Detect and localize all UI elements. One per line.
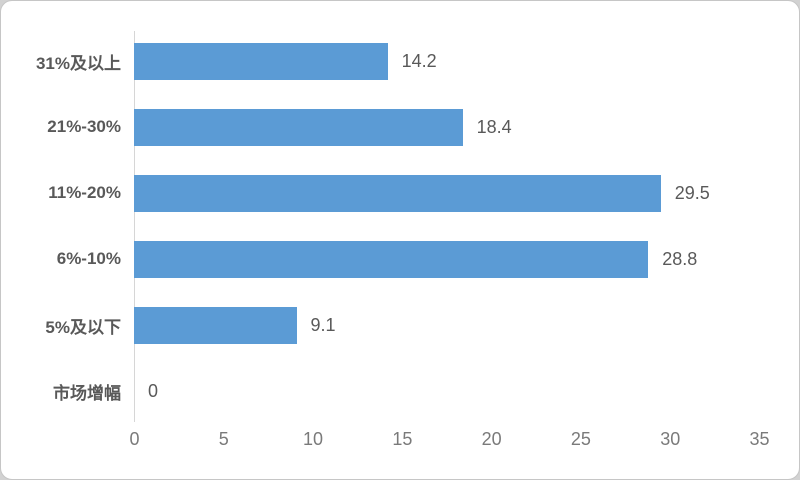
x-tick-label: 20 (481, 429, 502, 449)
value-label: 9.1 (310, 314, 336, 335)
x-tick-label: 0 (129, 429, 140, 449)
x-axis: 0 5 10 15 20 25 30 35 (1, 429, 799, 459)
x-tick-label: 15 (392, 429, 413, 449)
bar-track: 18.4 (134, 94, 799, 160)
x-tick-label: 35 (749, 429, 770, 449)
value-label: 18.4 (476, 116, 512, 137)
chart-row: 6%-10% 28.8 (1, 226, 799, 292)
category-label: 6%-10% (56, 249, 121, 268)
category-label: 31%及以上 (35, 53, 121, 73)
x-tick-label: 5 (218, 429, 229, 449)
bar (134, 42, 388, 80)
chart-row: 5%及以下 9.1 (1, 292, 799, 358)
bar-track: 14.2 (134, 28, 799, 94)
x-tick-label: 30 (660, 429, 681, 449)
bar-track: 28.8 (134, 226, 799, 292)
chart-row: 11%-20% 29.5 (1, 160, 799, 226)
bar (134, 174, 661, 212)
bar-track: 9.1 (134, 292, 799, 358)
bar (134, 240, 649, 278)
x-tick-label: 10 (303, 429, 324, 449)
category-label: 11%-20% (48, 183, 121, 202)
value-label: 28.8 (662, 248, 698, 269)
category-label: 5%及以下 (45, 317, 121, 337)
bar-track: 29.5 (134, 160, 799, 226)
value-label: 14.2 (401, 50, 437, 71)
value-label: 0 (148, 380, 159, 401)
bar (134, 108, 463, 146)
chart-row: 市场增幅 0 (1, 358, 799, 424)
chart-rows: 31%及以上 14.2 21%-30% 18.4 11%-20% 29.5 6%-10% 28… (1, 28, 799, 424)
chart-row: 31%及以上 14.2 (1, 28, 799, 94)
category-label: 21%-30% (47, 117, 121, 136)
y-axis-line (134, 31, 135, 422)
bar (134, 306, 297, 344)
bar-track: 0 (134, 358, 799, 424)
category-label: 市场增幅 (53, 383, 121, 403)
chart-row: 21%-30% 18.4 (1, 94, 799, 160)
x-tick-label: 25 (570, 429, 591, 449)
value-label: 29.5 (674, 182, 710, 203)
